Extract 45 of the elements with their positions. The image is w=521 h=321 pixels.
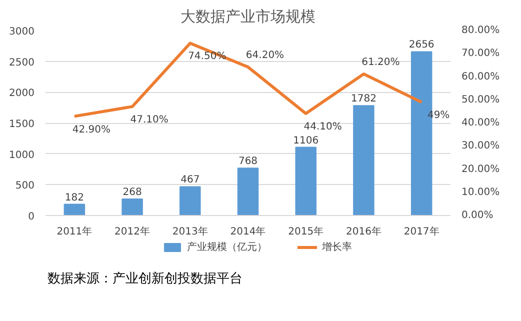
data-label: 268: [122, 186, 142, 198]
data-label: 2656: [408, 40, 434, 51]
data-label: 467: [180, 174, 200, 186]
x-tick-label: 2011年: [56, 226, 92, 238]
bar: [180, 186, 201, 216]
y-tick-label: 1000: [9, 150, 35, 161]
y2-tick-label: 0.00%: [462, 210, 494, 221]
y2-tick-label: 30.00%: [462, 140, 500, 152]
y2-tick-label: 50.00%: [462, 94, 500, 106]
y-tick-label: 3000: [9, 26, 35, 38]
y-tick-label: 1500: [9, 119, 35, 130]
y-tick-label: 2000: [9, 88, 35, 100]
y-tick-label: 500: [15, 180, 35, 192]
legend-label: 增长率: [322, 240, 352, 254]
y2-tick-label: 60.00%: [462, 71, 500, 82]
legend-label: 产业规模（亿元）: [187, 240, 267, 254]
bar: [237, 168, 259, 216]
y2-tick-label: 80.00%: [462, 25, 500, 36]
x-tick-label: 2013年: [172, 226, 208, 238]
bar: [64, 204, 86, 216]
bar: [353, 105, 374, 216]
data-label: 47.10%: [130, 114, 168, 126]
data-label: 44.10%: [304, 122, 342, 133]
y2-tick-label: 10.00%: [462, 186, 500, 198]
data-label: 182: [64, 192, 84, 204]
y-tick-label: 2500: [9, 57, 35, 68]
x-tick-label: 2017年: [404, 226, 440, 238]
chart-title: 大数据产业市场规模: [180, 8, 316, 26]
x-tick-label: 2012年: [114, 226, 150, 238]
bar: [122, 198, 143, 216]
data-label: 768: [238, 156, 258, 168]
y-tick-label: 0: [28, 212, 35, 222]
x-tick-label: 2016年: [346, 226, 382, 238]
y2-tick-label: 20.00%: [462, 164, 500, 175]
data-label: 61.20%: [362, 56, 400, 68]
data-label: 1106: [293, 135, 319, 146]
source-note: 数据来源：产业创新创投数据平台: [48, 272, 242, 286]
bar: [295, 146, 316, 216]
y2-tick-label: 70.00%: [462, 48, 500, 60]
data-label: 64.20%: [246, 50, 284, 62]
x-tick-label: 2015年: [288, 226, 324, 238]
data-label: 1782: [350, 94, 376, 105]
data-label: 42.90%: [72, 124, 111, 136]
y2-tick-label: 40.00%: [462, 118, 500, 128]
x-tick-label: 2014年: [230, 226, 266, 238]
